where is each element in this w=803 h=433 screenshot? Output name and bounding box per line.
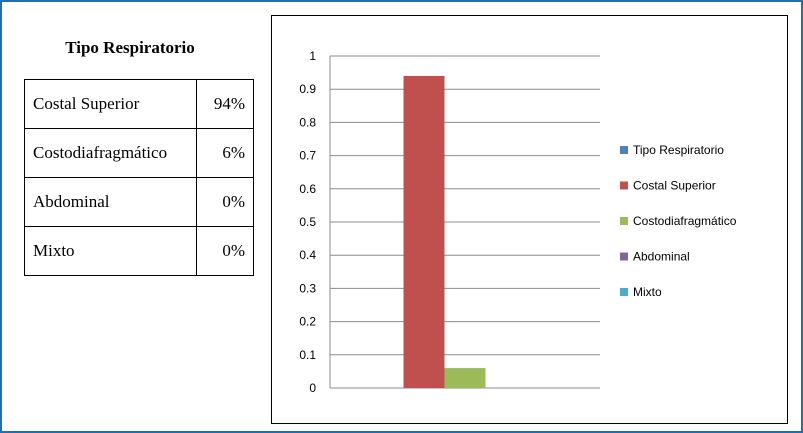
y-tick-label: 0.1	[299, 348, 316, 362]
table-row: Costodiafragmático 6%	[24, 128, 254, 178]
row-label: Costodiafragmático	[24, 128, 197, 178]
row-label: Costal Superior	[24, 79, 197, 129]
legend-label: Costal Superior	[633, 179, 716, 193]
legend-swatch	[620, 252, 628, 261]
bar	[444, 368, 486, 388]
table-row: Abdominal 0%	[24, 177, 254, 227]
bar	[403, 75, 445, 389]
bar-chart: 0 0.1 0.2 0.3 0.4 0.5 0.6 0.7 0.8 0.9 1 Tipo Respir…	[271, 15, 788, 424]
row-label: Mixto	[24, 226, 197, 276]
row-value: 0%	[196, 226, 254, 276]
y-tick-label: 0.8	[299, 115, 316, 129]
y-tick-label: 0.3	[299, 281, 316, 295]
y-tick-label: 0	[309, 381, 316, 395]
legend-label: Mixto	[633, 285, 662, 299]
y-tick-label: 0.5	[299, 215, 316, 229]
chart-svg: 0 0.1 0.2 0.3 0.4 0.5 0.6 0.7 0.8 0.9 1 Tipo Respir…	[299, 49, 737, 395]
row-value: 6%	[196, 128, 254, 178]
y-tick-label: 0.4	[299, 248, 316, 262]
table-row: Mixto 0%	[24, 226, 254, 276]
y-tick-label: 0.7	[299, 149, 316, 163]
row-value: 94%	[196, 79, 254, 129]
table-title: Tipo Respiratorio	[65, 38, 195, 57]
legend-swatch	[620, 288, 628, 296]
legend-label: Costodiafragmático	[633, 214, 737, 228]
legend-swatch	[620, 146, 628, 154]
legend-label: Tipo Respiratorio	[633, 143, 724, 157]
row-label: Abdominal	[24, 177, 197, 227]
y-tick-label: 0.9	[299, 82, 316, 96]
y-tick-label: 0.2	[299, 315, 316, 329]
respiration-table: Costal Superior 94% Costodiafragmático 6…	[24, 79, 254, 276]
table-row: Costal Superior 94%	[24, 79, 254, 129]
y-tick-label: 0.6	[299, 182, 316, 196]
y-tick-label: 1	[309, 49, 316, 63]
legend-swatch	[620, 181, 628, 190]
row-value: 0%	[196, 177, 254, 227]
legend-swatch	[620, 217, 628, 225]
legend-label: Abdominal	[633, 250, 690, 264]
